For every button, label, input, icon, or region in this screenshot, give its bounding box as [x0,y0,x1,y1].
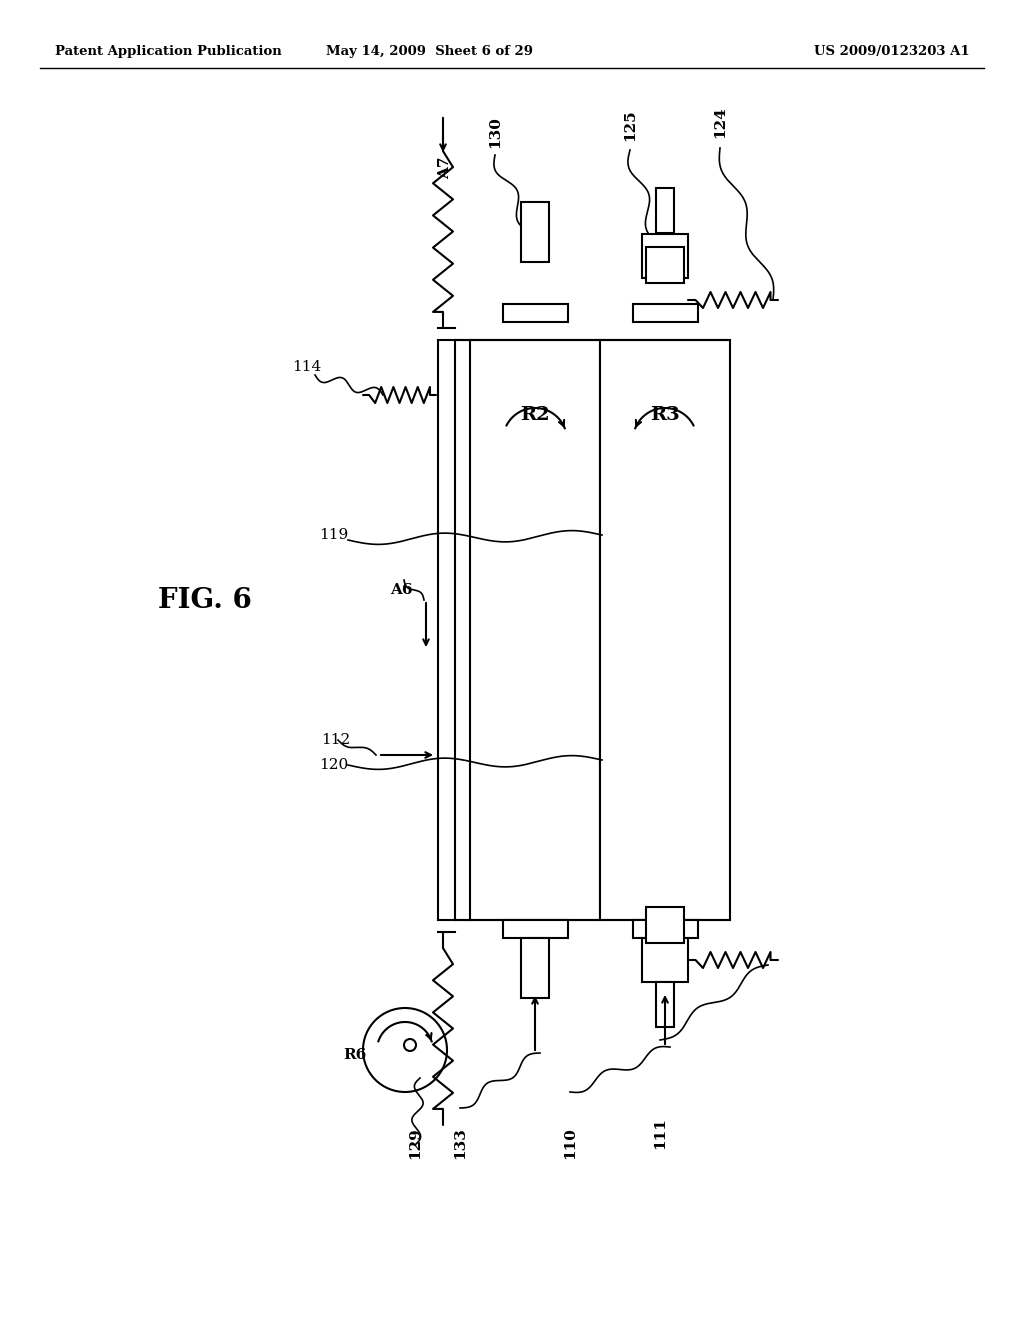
Bar [503,920,567,939]
Text: 114: 114 [293,360,322,374]
Text: 125: 125 [623,110,637,141]
Bar [470,341,600,920]
Bar [521,202,549,261]
Text: R3: R3 [650,407,680,424]
Bar [503,304,567,322]
Text: US 2009/0123203 A1: US 2009/0123203 A1 [814,45,970,58]
Bar [633,920,697,939]
Text: R2: R2 [520,407,550,424]
Bar [600,341,730,920]
Text: R6: R6 [343,1048,367,1063]
Bar [633,304,697,322]
Text: 133: 133 [453,1127,467,1159]
Text: FIG. 6: FIG. 6 [158,586,252,614]
Bar [642,234,688,279]
Bar [642,939,688,982]
Text: 110: 110 [563,1127,577,1159]
Bar [656,982,674,1027]
Text: 119: 119 [318,528,348,543]
Bar [656,187,674,234]
Text: A7: A7 [438,157,452,180]
Text: May 14, 2009  Sheet 6 of 29: May 14, 2009 Sheet 6 of 29 [327,45,534,58]
Text: 112: 112 [322,733,350,747]
Text: Patent Application Publication: Patent Application Publication [55,45,282,58]
Text: 111: 111 [653,1117,667,1148]
Text: 124: 124 [713,106,727,137]
Bar [521,939,549,998]
Bar [646,907,684,942]
Bar [646,247,684,282]
Text: 130: 130 [488,116,502,148]
Text: A6: A6 [390,583,413,597]
Text: 129: 129 [408,1127,422,1159]
Text: 120: 120 [318,758,348,772]
